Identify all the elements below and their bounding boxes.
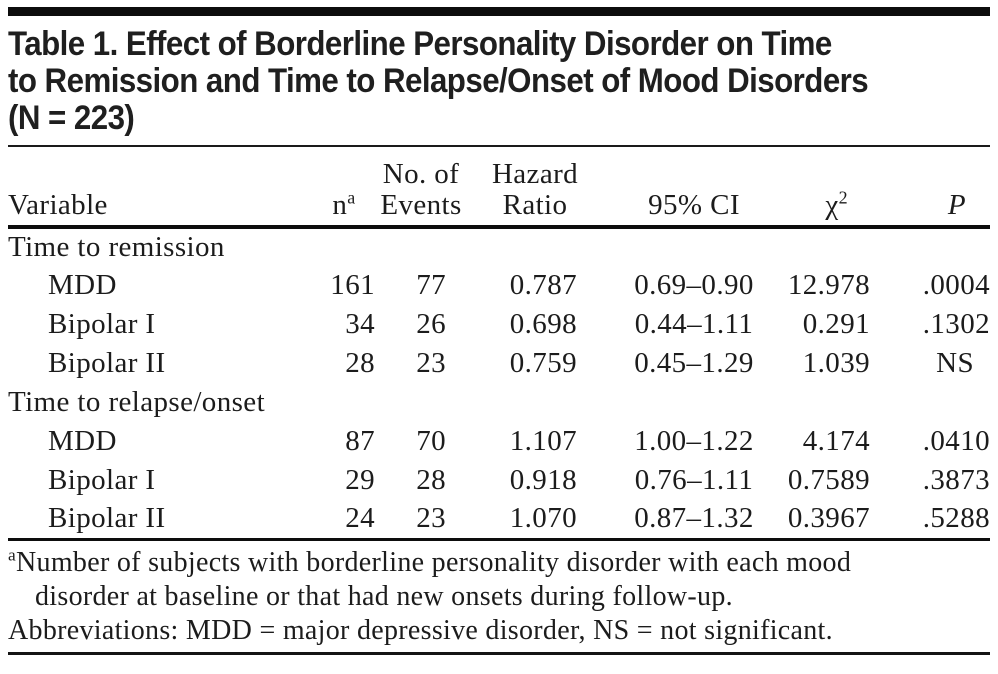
cell-p: .0004	[922, 269, 990, 301]
footnote-a-line1: aNumber of subjects with borderline pers…	[8, 546, 990, 580]
cell-chi-square: 0.7589	[787, 464, 870, 496]
footnote-a-marker: a	[8, 545, 17, 565]
table-row: Bipolar I 29 28 0.918 0.76–1.11 0.7589 .…	[8, 461, 990, 500]
table-title-line-1: Table 1. Effect of Borderline Personalit…	[8, 25, 832, 63]
cell-ci: 1.00–1.22	[634, 425, 754, 457]
table-row: MDD 87 70 1.107 1.00–1.22 4.174 .0410	[8, 422, 990, 461]
table-row: Bipolar II 24 23 1.070 0.87–1.32 0.3967 …	[8, 500, 990, 541]
column-header-hazard-line1: Hazard	[491, 158, 579, 190]
cell-chi-square: 1.039	[802, 347, 870, 379]
column-header-chi-square: χ2	[770, 147, 872, 229]
cell-ci: 0.44–1.11	[634, 308, 754, 340]
column-header-chi-base: χ	[825, 189, 839, 221]
column-header-chi-superscript: 2	[838, 187, 848, 208]
section-label: Time to relapse/onset	[8, 386, 266, 418]
cell-hazard-ratio: 0.787	[509, 269, 577, 301]
cell-chi-square: 0.291	[802, 308, 870, 340]
cell-events: 77	[416, 269, 446, 301]
cell-variable: Bipolar II	[8, 500, 308, 541]
footnote-a-text-line1: Number of subjects with borderline perso…	[16, 546, 852, 578]
footnotes: aNumber of subjects with borderline pers…	[8, 546, 990, 648]
cell-events: 23	[380, 500, 462, 541]
cell-n: 24	[308, 500, 380, 541]
cell-n: 87	[345, 425, 375, 457]
cell-p: .0410	[922, 425, 990, 457]
cell-hazard-ratio: 1.070	[462, 500, 588, 541]
cell-events: 70	[416, 425, 446, 457]
cell-hazard-ratio: 0.698	[509, 308, 577, 340]
section-label: Time to remission	[8, 231, 225, 263]
section-row-relapse: Time to relapse/onset	[8, 383, 990, 422]
column-header-variable: Variable	[8, 147, 308, 229]
cell-events: 28	[416, 464, 446, 496]
cell-variable: Bipolar I	[48, 464, 156, 496]
cell-p: NS	[936, 347, 974, 379]
cell-p: .5288	[872, 500, 990, 541]
column-header-hazard-ratio: Hazard Ratio	[462, 147, 588, 229]
cell-variable: Bipolar II	[48, 347, 166, 379]
table-title-line-2: to Remission and Time to Relapse/Onset o…	[8, 62, 869, 100]
section-row-remission: Time to remission	[8, 227, 990, 266]
header-row: Variable na No. of Events Hazard Ratio 95%…	[8, 147, 990, 229]
cell-chi-square: 4.174	[802, 425, 870, 457]
cell-chi-square: 12.978	[787, 269, 870, 301]
column-header-n-base: n	[332, 189, 348, 221]
cell-hazard-ratio: 0.918	[509, 464, 577, 496]
bottom-rule	[8, 651, 990, 655]
table-row: Bipolar II 28 23 0.759 0.45–1.29 1.039 N…	[8, 344, 990, 383]
cell-ci: 0.69–0.90	[634, 269, 754, 301]
cell-n: 28	[345, 347, 375, 379]
cell-p: .1302	[922, 308, 990, 340]
table-body: Time to remission MDD 161 77 0.787 0.69–…	[8, 227, 990, 541]
cell-n: 161	[330, 269, 375, 301]
cell-variable: MDD	[48, 269, 117, 301]
column-header-ci: 95% CI	[588, 147, 770, 229]
results-table: Variable na No. of Events Hazard Ratio 95%…	[8, 147, 990, 541]
cell-ci: 0.45–1.29	[634, 347, 754, 379]
column-header-events-line1: No. of	[382, 158, 460, 190]
table-title: Table 1. Effect of Borderline Personalit…	[8, 26, 911, 137]
column-header-events-line2: Events	[380, 189, 462, 221]
column-header-n: na	[308, 147, 380, 229]
cell-chi-square: 0.3967	[770, 500, 872, 541]
cell-events: 23	[416, 347, 446, 379]
cell-n: 29	[345, 464, 375, 496]
cell-variable: MDD	[48, 425, 117, 457]
cell-p: .3873	[922, 464, 990, 496]
cell-events: 26	[416, 308, 446, 340]
table-header: Variable na No. of Events Hazard Ratio 95%…	[8, 147, 990, 229]
footnote-a-line2: disorder at baseline or that had new ons…	[35, 580, 733, 612]
column-header-events: No. of Events	[380, 147, 462, 229]
column-header-p: P	[872, 147, 990, 229]
column-header-n-superscript: a	[347, 187, 356, 208]
cell-ci: 0.87–1.32	[588, 500, 770, 541]
title-divider-rule	[8, 145, 990, 147]
top-rule	[8, 7, 990, 16]
table-row: MDD 161 77 0.787 0.69–0.90 12.978 .0004	[8, 266, 990, 305]
table-title-line-3: (N = 223)	[8, 99, 135, 137]
cell-hazard-ratio: 1.107	[509, 425, 577, 457]
cell-n: 34	[345, 308, 375, 340]
column-header-hazard-line2: Ratio	[502, 189, 568, 221]
cell-variable: Bipolar I	[48, 308, 156, 340]
cell-ci: 0.76–1.11	[634, 464, 754, 496]
cell-hazard-ratio: 0.759	[509, 347, 577, 379]
footnote-abbreviations: Abbreviations: MDD = major depressive di…	[8, 614, 833, 646]
table-row: Bipolar I 34 26 0.698 0.44–1.11 0.291 .1…	[8, 305, 990, 344]
